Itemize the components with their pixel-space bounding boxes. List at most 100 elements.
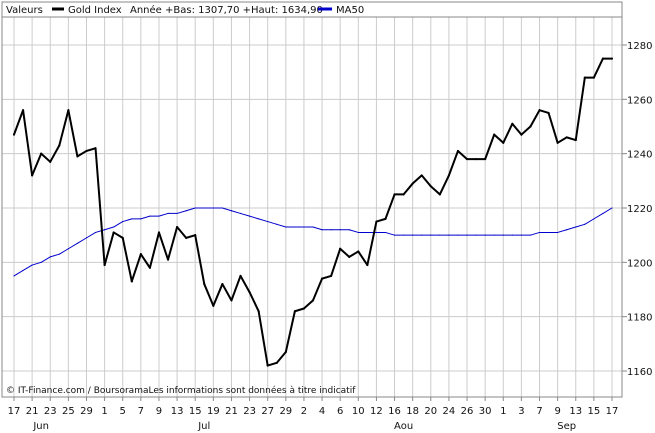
data-point — [511, 122, 514, 125]
data-point — [185, 210, 187, 212]
series-segment — [438, 174, 450, 196]
data-point — [357, 250, 360, 253]
x-tick-label: 16 — [388, 406, 401, 417]
data-point — [302, 307, 305, 310]
data-point — [157, 231, 160, 234]
data-point — [411, 182, 414, 185]
data-point — [49, 160, 52, 163]
series-segment — [565, 136, 577, 142]
data-point — [348, 255, 351, 258]
series-segment — [94, 147, 106, 267]
series-segment — [148, 231, 160, 269]
x-tick-label: 5 — [120, 406, 126, 417]
data-point — [457, 234, 459, 236]
gold-index-series — [13, 57, 613, 367]
data-point — [456, 149, 459, 152]
data-point — [194, 234, 197, 237]
series-segment — [22, 264, 33, 271]
data-point — [293, 310, 296, 313]
series-segment — [158, 212, 169, 217]
data-point — [321, 277, 324, 280]
series-segment — [31, 152, 43, 177]
series-segment — [67, 242, 78, 250]
data-point — [520, 133, 523, 136]
x-tick-label: 26 — [461, 406, 474, 417]
data-point — [565, 136, 568, 139]
month-label: Aou — [394, 421, 413, 432]
data-point — [502, 141, 505, 144]
series-segment — [366, 220, 378, 267]
data-point — [393, 193, 396, 196]
y-tick-label: 1220 — [627, 204, 652, 215]
series-segment — [230, 274, 242, 302]
data-point — [375, 220, 378, 223]
series-segment — [602, 207, 613, 214]
data-point — [502, 234, 504, 236]
data-point — [366, 264, 369, 267]
x-tick-label: 1 — [101, 406, 107, 417]
data-point — [566, 229, 568, 231]
month-label: Jun — [32, 421, 49, 432]
data-point — [539, 231, 541, 233]
data-point — [76, 242, 78, 244]
data-point — [466, 234, 468, 236]
x-tick-label: 19 — [207, 406, 220, 417]
data-point — [212, 304, 215, 307]
data-point — [13, 275, 15, 277]
data-point — [267, 221, 269, 223]
data-point — [58, 253, 60, 255]
series-segment — [122, 218, 133, 223]
series-segment — [447, 149, 459, 177]
data-point — [330, 229, 332, 231]
series-segment — [312, 226, 323, 231]
series-segment — [529, 109, 541, 128]
data-point — [429, 185, 432, 188]
x-tick-label: 23 — [243, 406, 256, 417]
series-segment — [312, 277, 324, 302]
series-segment — [103, 231, 115, 267]
series-segment — [95, 229, 106, 233]
series-segment — [384, 231, 396, 236]
data-point — [611, 57, 613, 60]
series-segment — [212, 283, 224, 307]
series-segment — [321, 274, 333, 280]
series-segment — [112, 231, 124, 239]
data-point — [592, 76, 595, 79]
x-tick-label: 10 — [352, 406, 365, 417]
series-segment — [76, 237, 87, 244]
data-point — [149, 215, 151, 217]
series-segment — [266, 361, 278, 367]
data-point — [284, 350, 287, 353]
series-segment — [258, 218, 269, 223]
series-segment — [429, 185, 441, 196]
legend: Valeurs Gold Index Année +Bas: 1307,70 +… — [6, 4, 364, 16]
data-point — [348, 229, 350, 231]
data-point — [601, 57, 604, 60]
x-tick-label: 3 — [518, 406, 524, 417]
x-tick-label: 6 — [337, 406, 343, 417]
data-point — [85, 149, 88, 152]
x-tick-label: 9 — [156, 406, 162, 417]
data-point — [529, 234, 531, 236]
data-point — [113, 226, 115, 228]
series-segment — [556, 136, 568, 144]
data-point — [330, 274, 333, 277]
data-point — [547, 111, 550, 114]
data-point — [67, 109, 70, 112]
data-point — [148, 266, 151, 269]
data-point — [266, 364, 269, 367]
data-point — [176, 226, 179, 229]
series-segment — [420, 174, 432, 188]
legend-range-text: Année +Bas: 1307,70 +Haut: 1634,90 — [130, 4, 323, 16]
series-segment — [130, 253, 142, 283]
x-tick-label: 20 — [424, 406, 437, 417]
series-segment — [302, 299, 314, 310]
data-point — [31, 174, 34, 177]
series-segment — [511, 122, 523, 136]
data-point — [394, 234, 396, 236]
data-point — [67, 248, 69, 250]
data-point — [130, 280, 133, 283]
data-point — [257, 310, 260, 313]
data-point — [85, 237, 87, 239]
